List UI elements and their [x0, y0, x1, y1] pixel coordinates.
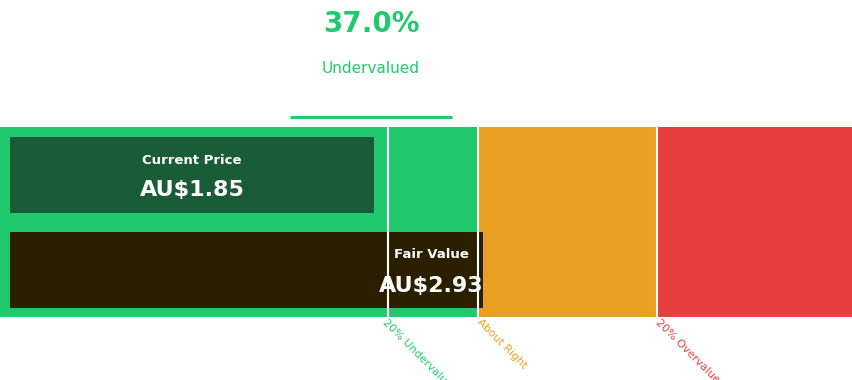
Bar: [10, 231, 482, 307]
Text: Current Price: Current Price: [142, 154, 241, 167]
Text: 20% Undervalued: 20% Undervalued: [381, 317, 458, 380]
Text: About Right: About Right: [475, 317, 528, 370]
Text: 20% Overvalued: 20% Overvalued: [653, 317, 726, 380]
Text: Fair Value: Fair Value: [394, 248, 469, 261]
Bar: [656, 127, 852, 317]
Text: Undervalued: Undervalued: [322, 61, 419, 76]
Bar: [0, 127, 388, 317]
Bar: [10, 136, 373, 212]
Bar: [477, 127, 656, 317]
Text: 37.0%: 37.0%: [322, 10, 419, 38]
Text: AU$1.85: AU$1.85: [140, 180, 244, 200]
Text: AU$2.93: AU$2.93: [379, 276, 483, 296]
Bar: [388, 127, 477, 317]
